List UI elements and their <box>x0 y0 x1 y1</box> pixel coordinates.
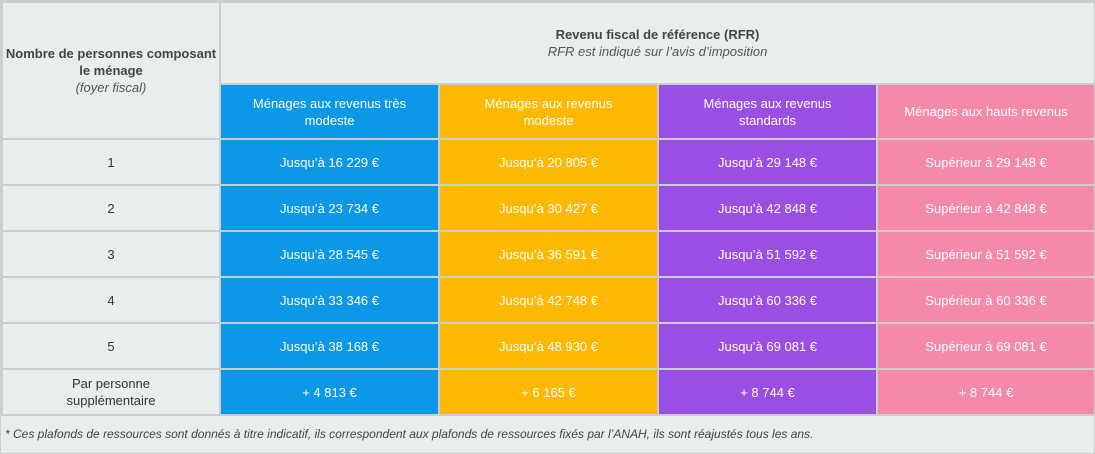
rfr-subtitle: RFR est indiqué sur l’avis d’imposition <box>547 44 768 59</box>
value-cell: Jusqu’à 42 848 € <box>657 184 878 232</box>
value-cell: Jusqu’à 38 168 € <box>219 322 440 370</box>
persons-cell: 3 <box>1 230 221 278</box>
value-cell: Supérieur à 51 592 € <box>875 230 1095 278</box>
value-cell: Jusqu’à 30 427 € <box>438 184 659 232</box>
persons-cell: 4 <box>1 276 221 324</box>
value-cell: Jusqu’à 48 930 € <box>438 322 659 370</box>
value-cell: Supérieur à 29 148 € <box>875 138 1095 186</box>
table-row: 5 Jusqu’à 38 168 € Jusqu’à 48 930 € Jusq… <box>1 322 1095 370</box>
table-row: 2 Jusqu’à 23 734 € Jusqu’à 30 427 € Jusq… <box>1 184 1095 232</box>
rfr-title: Revenu fiscal de référence (RFR) <box>555 27 760 42</box>
persons-cell: 2 <box>1 184 221 232</box>
household-size-title: Nombre de personnes composant le ménage <box>5 46 217 78</box>
value-cell: Jusqu’à 20 805 € <box>438 138 659 186</box>
table-row: 3 Jusqu’à 28 545 € Jusqu’à 36 591 € Jusq… <box>1 230 1095 278</box>
footnote: * Ces plafonds de ressources sont donnés… <box>5 427 814 441</box>
category-high-header: Ménages aux hauts revenus <box>875 83 1095 140</box>
category-standard-header: Ménages aux revenus standards <box>657 83 878 140</box>
value-cell: Jusqu’à 69 081 € <box>657 322 878 370</box>
table-row: 1 Jusqu’à 16 229 € Jusqu’à 20 805 € Jusq… <box>1 138 1095 186</box>
value-cell: Jusqu’à 16 229 € <box>219 138 440 186</box>
value-cell: Supérieur à 42 848 € <box>875 184 1095 232</box>
persons-cell: Par personne supplémentaire <box>1 368 221 416</box>
household-size-subtitle: (foyer fiscal) <box>75 80 147 95</box>
value-cell: Jusqu’à 33 346 € <box>219 276 440 324</box>
persons-cell: 5 <box>1 322 221 370</box>
table-row: 4 Jusqu’à 33 346 € Jusqu’à 42 748 € Jusq… <box>1 276 1095 324</box>
value-cell: Jusqu’à 51 592 € <box>657 230 878 278</box>
value-cell: Jusqu’à 60 336 € <box>657 276 878 324</box>
persons-cell: 1 <box>1 138 221 186</box>
household-size-header: Nombre de personnes composant le ménage … <box>1 1 221 140</box>
value-cell: Jusqu’à 29 148 € <box>657 138 878 186</box>
value-cell: + 8 744 € <box>875 368 1095 416</box>
value-cell: Jusqu’à 36 591 € <box>438 230 659 278</box>
income-ceilings-table: Nombre de personnes composant le ménage … <box>1 1 1095 416</box>
table-row-additional-person: Par personne supplémentaire + 4 813 € + … <box>1 368 1095 416</box>
value-cell: + 6 165 € <box>438 368 659 416</box>
value-cell: Jusqu’à 42 748 € <box>438 276 659 324</box>
category-modest-header: Ménages aux revenus modeste <box>438 83 659 140</box>
rfr-header: Revenu fiscal de référence (RFR) RFR est… <box>218 1 1095 85</box>
value-cell: + 8 744 € <box>657 368 878 416</box>
value-cell: Jusqu’à 23 734 € <box>219 184 440 232</box>
value-cell: Supérieur à 60 336 € <box>875 276 1095 324</box>
value-cell: Jusqu’à 28 545 € <box>219 230 440 278</box>
value-cell: + 4 813 € <box>219 368 440 416</box>
category-very-modest-header: Ménages aux revenus très modeste <box>219 83 440 140</box>
value-cell: Supérieur à 69 081 € <box>875 322 1095 370</box>
